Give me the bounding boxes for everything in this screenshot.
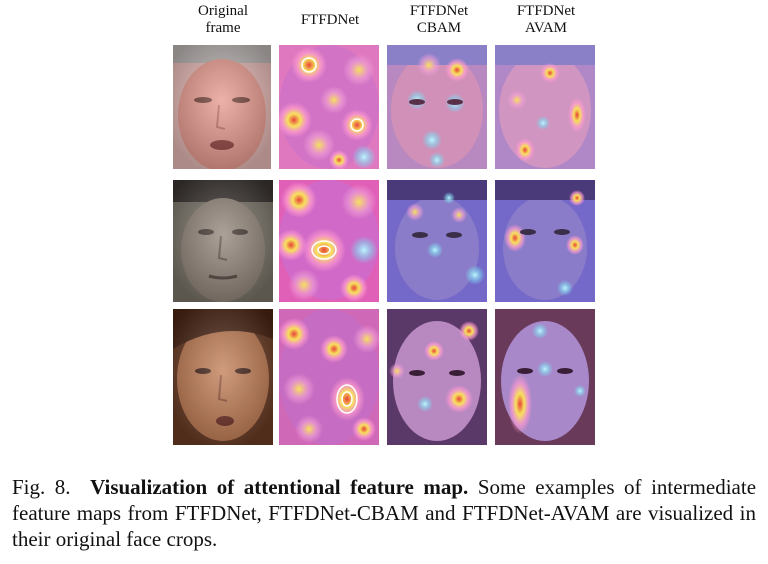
column-header-line2: frame [205,20,241,36]
caption-title: Visualization of attentional feature map… [90,475,469,499]
heatmap-row1-avam [495,45,595,169]
face-crop-row3-original [173,309,273,445]
column-header-line2: AVAM [525,20,567,36]
figure-label: Fig. 8. [12,475,71,499]
figure-caption: Fig. 8. Visualization of attentional fea… [12,474,756,552]
heatmap-row2-ftfdnet [279,180,379,302]
face-crop-row1-original [173,45,271,169]
heatmap-row1-cbam [387,45,487,169]
column-header-line1: FTFDNet [409,3,469,19]
column-header-line1: FTFDNet [300,12,360,28]
column-header-ftfdnet-avam: FTFDNet AVAM [491,3,601,37]
caption-body: Some examples of intermediate feature ma… [12,475,757,551]
heatmap-row2-avam [495,180,595,302]
heatmap-row2-cbam [387,180,487,302]
face-crop-row2-original [173,180,273,302]
heatmap-row3-ftfdnet [279,309,379,445]
heatmap-row1-ftfdnet [279,45,379,169]
column-header-original: Original frame [168,3,278,37]
heatmap-row3-avam [495,309,595,445]
column-header-line2: CBAM [416,20,462,36]
heatmap-row3-cbam [387,309,487,445]
column-header-line1: FTFDNet [516,3,576,19]
column-header-ftfdnet-cbam: FTFDNet CBAM [384,3,494,37]
column-header-ftfdnet: FTFDNet [275,12,385,29]
column-header-line1: Original [198,3,248,19]
